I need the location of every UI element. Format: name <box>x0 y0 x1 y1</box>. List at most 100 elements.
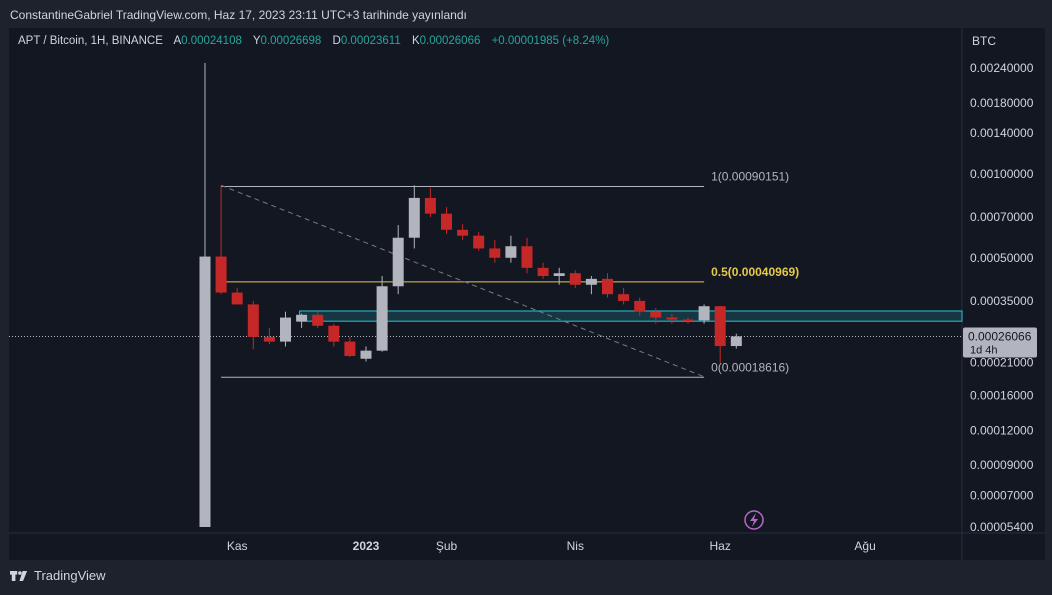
open-label: A <box>173 35 182 47</box>
last-price-tag <box>963 327 1037 358</box>
trend-line <box>220 184 705 378</box>
candle-body <box>231 292 243 305</box>
candle-body <box>650 311 662 318</box>
low-label: D <box>332 35 341 47</box>
candle-body <box>714 306 726 347</box>
y-tick-label: 0.00005400 <box>970 520 1034 534</box>
candle-body <box>247 304 259 337</box>
symbol-title[interactable]: APT / Bitcoin, 1H, BINANCE <box>18 35 163 47</box>
candle-body <box>360 350 372 359</box>
x-tick-label: Haz <box>710 539 731 553</box>
close-label: K <box>411 35 420 47</box>
candle <box>682 317 694 324</box>
candle-body <box>505 246 517 258</box>
candle <box>714 306 726 363</box>
lightning-icon <box>744 510 764 530</box>
candle <box>634 297 646 316</box>
x-tick-label: Ağu <box>854 539 875 553</box>
candle-body <box>312 314 324 326</box>
candle <box>263 327 275 345</box>
fib-level-label: 0.5(0.00040969) <box>711 265 799 279</box>
candle-body <box>618 294 630 301</box>
candle-body <box>424 197 436 214</box>
support-zone <box>299 310 963 322</box>
chart-panel[interactable] <box>9 28 1045 560</box>
y-tick-label: 0.00021000 <box>970 356 1034 370</box>
y-tick-label: 0.00180000 <box>970 96 1034 110</box>
brand-name: TradingView <box>34 568 106 583</box>
candle-body <box>666 317 678 320</box>
ohlc-legend: APT / Bitcoin, 1H, BINANCE A0.00024108 Y… <box>18 35 617 47</box>
candle-body <box>457 229 469 236</box>
y-tick-label: 0.00035000 <box>970 294 1034 308</box>
candle <box>441 207 452 234</box>
x-tick-label: Şub <box>436 539 458 553</box>
y-tick-label: 0.00070000 <box>970 210 1034 224</box>
open-value: 0.00024108 <box>181 35 242 47</box>
candle <box>698 304 710 324</box>
candle-body <box>344 341 356 356</box>
candle-body <box>328 325 340 342</box>
candle <box>376 276 388 352</box>
candle <box>730 333 742 349</box>
fib-level-label: 0(0.00018616) <box>711 360 789 374</box>
publish-header: ConstantineGabriel TradingView.com, Haz … <box>0 0 1052 28</box>
candle-body <box>634 300 646 312</box>
candle <box>199 63 211 527</box>
candle-body <box>392 237 404 287</box>
last-price-value: 0.00026066 <box>968 330 1032 344</box>
candle-body <box>489 248 501 258</box>
candle-body <box>473 235 485 249</box>
candle <box>247 300 259 350</box>
candle <box>521 237 533 274</box>
y-tick-label: 0.00100000 <box>970 167 1034 181</box>
y-tick-label: 0.00050000 <box>970 251 1034 265</box>
candle-body <box>376 286 388 351</box>
candle <box>537 262 549 279</box>
candle <box>328 323 340 347</box>
candle <box>231 287 243 305</box>
candle <box>650 308 662 324</box>
candle <box>280 311 291 347</box>
candle <box>473 231 485 251</box>
candle-body <box>553 273 565 277</box>
candle <box>569 270 581 288</box>
change-value: +0.00001985 (+8.24%) <box>491 35 610 47</box>
candle-body <box>199 256 211 527</box>
candle-body <box>537 267 549 277</box>
candle <box>360 346 372 362</box>
publish-text: ConstantineGabriel TradingView.com, Haz … <box>10 8 467 22</box>
candle <box>296 313 308 328</box>
last-price-countdown: 1d 4h <box>970 345 998 357</box>
candle <box>344 336 356 358</box>
candle <box>424 188 436 218</box>
x-tick-label: 2023 <box>353 539 380 553</box>
candle <box>602 273 613 298</box>
candle <box>392 225 404 295</box>
y-tick-label: 0.00016000 <box>970 389 1034 403</box>
y-tick-label: 0.00009000 <box>970 458 1034 472</box>
currency-label: BTC <box>972 34 996 48</box>
candle <box>585 276 597 295</box>
y-tick-label: 0.00012000 <box>970 423 1034 437</box>
candle <box>666 313 678 324</box>
fib-level-label: 1(0.00090151) <box>711 169 789 183</box>
candle-body <box>263 336 275 342</box>
candle-body <box>280 317 291 342</box>
candle-body <box>602 278 613 295</box>
low-value: 0.00023611 <box>340 35 401 47</box>
candle <box>553 267 565 285</box>
x-tick-label: Nis <box>567 539 584 553</box>
lightning-icon-bolt <box>750 513 758 527</box>
y-tick-label: 0.00140000 <box>970 126 1034 140</box>
candle-body <box>215 256 227 293</box>
candle <box>312 311 324 328</box>
candle <box>489 239 501 263</box>
candle <box>215 185 227 295</box>
y-tick-label: 0.00007000 <box>970 489 1034 503</box>
candle <box>408 185 420 249</box>
high-value: 0.00026698 <box>260 35 322 47</box>
lightning-icon-ring <box>744 510 764 530</box>
candle <box>457 224 469 240</box>
